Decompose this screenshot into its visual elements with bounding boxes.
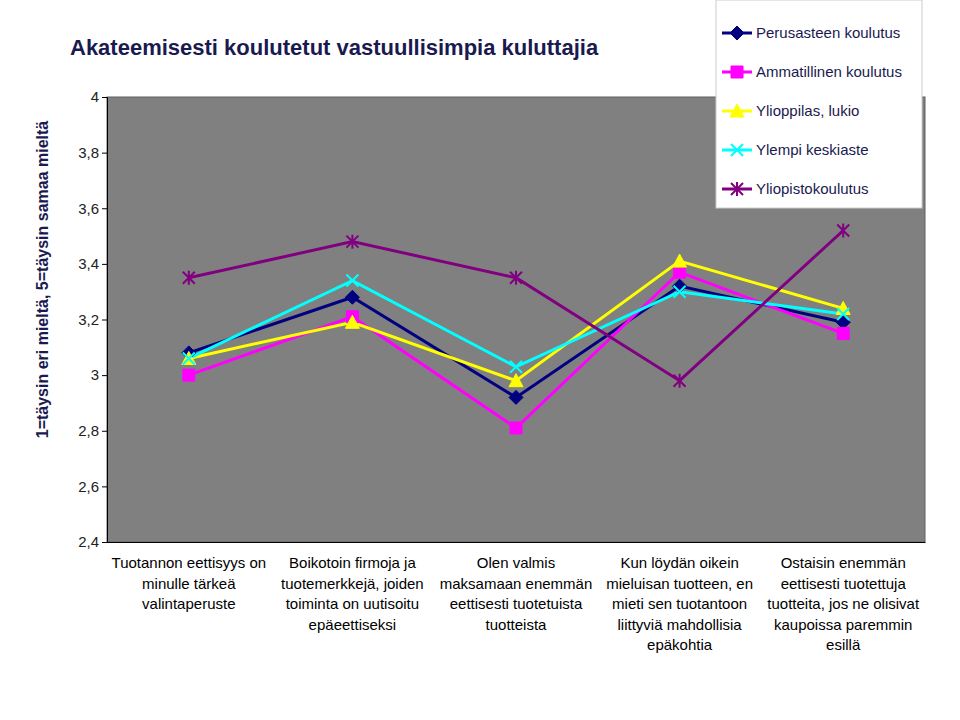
- series-marker: [345, 315, 359, 328]
- series-marker: [183, 369, 195, 381]
- series-line: [189, 286, 843, 397]
- y-tick: 3: [91, 366, 107, 383]
- legend-marker: [731, 182, 743, 196]
- y-tick-label: 2,4: [78, 533, 99, 550]
- legend-label: Perusasteen koulutus: [756, 24, 900, 41]
- x-tick-label: Boikotoin firmoja jatuotemerkkejä, joide…: [281, 554, 424, 633]
- y-tick: 3,4: [78, 255, 107, 272]
- legend: Perusasteen koulutus Ammatillinen koulutu…: [716, 0, 922, 208]
- y-tick-mark: [102, 542, 107, 543]
- legend-label: Yliopistokoulutus: [756, 180, 869, 197]
- legend-marker: [730, 104, 744, 117]
- x-tick: Boikotoin firmoja jatuotemerkkejä, joide…: [281, 542, 424, 633]
- legend-item: Ylempi keskiaste: [722, 141, 869, 158]
- legend-item: Yliopistokoulutus: [722, 180, 869, 197]
- series-marker: [510, 422, 522, 434]
- legend-item: Perusasteen koulutus: [722, 24, 900, 41]
- series-marker: [183, 352, 195, 364]
- y-tick-mark: [102, 375, 107, 376]
- legend-marker: [730, 26, 744, 40]
- x-tick-label: Tuotannon eettisyys onminulle tärkeävali…: [112, 554, 267, 612]
- series-marker: [182, 351, 196, 364]
- series-line: [189, 281, 843, 367]
- y-tick-label: 3,2: [78, 311, 99, 328]
- y-tick-mark: [102, 208, 107, 209]
- legend-label: Ylempi keskiaste: [756, 141, 869, 158]
- y-tick-mark: [102, 97, 107, 98]
- series-marker: [837, 308, 849, 320]
- legend-item: Ammatillinen koulutus: [722, 63, 902, 80]
- x-tick: Kun löydän oikeinmieluisan tuotteen, enm…: [606, 542, 753, 653]
- y-axis: 2,4 2,6 2,8 3 3,2 3,4 3,6 3,8 4: [78, 88, 107, 550]
- y-tick-label: 4: [91, 88, 99, 105]
- series-marker: [183, 271, 195, 285]
- series-marker: [674, 286, 686, 298]
- y-tick: 2,6: [78, 478, 107, 495]
- x-tick-label: Ostaisin enemmäneettisesti tuotettujatuo…: [767, 554, 920, 653]
- y-tick-label: 3,6: [78, 200, 99, 217]
- title: Akateemisesti koulutetut vastuullisimpia…: [70, 35, 599, 60]
- y-tick-mark: [102, 320, 107, 321]
- y-tick: 2,4: [78, 533, 107, 550]
- y-tick-label: 2,6: [78, 478, 99, 495]
- legend-item: Ylioppilas, lukio: [722, 102, 859, 119]
- y-tick-mark: [102, 486, 107, 487]
- y-tick: 3,6: [78, 200, 107, 217]
- y-tick-mark: [102, 153, 107, 154]
- y-tick: 4: [91, 88, 107, 105]
- y-axis-line: [102, 98, 108, 543]
- legend-label: Ammatillinen koulutus: [756, 63, 902, 80]
- y-tick-label: 2,8: [78, 422, 99, 439]
- series-marker: [509, 390, 523, 404]
- legend-box: [716, 0, 922, 208]
- x-tick-label: Olen valmismaksamaan enemmäneettisesti t…: [440, 554, 593, 633]
- y-tick: 2,8: [78, 422, 107, 439]
- legend-label: Ylioppilas, lukio: [756, 102, 859, 119]
- y-tick-label: 3,8: [78, 144, 99, 161]
- series-line: [189, 272, 843, 428]
- series-marker: [673, 254, 687, 267]
- x-axis: Tuotannon eettisyys onminulle tärkeävali…: [108, 542, 926, 653]
- y-tick: 3,8: [78, 144, 107, 161]
- x-tick-label: Kun löydän oikeinmieluisan tuotteen, enm…: [606, 554, 753, 653]
- x-tick: Olen valmismaksamaan enemmäneettisesti t…: [440, 542, 593, 633]
- x-tick: Ostaisin enemmäneettisesti tuotettujatuo…: [767, 542, 920, 653]
- series-marker: [510, 361, 522, 373]
- chart: Akateemisesti koulutetut vastuullisimpia…: [0, 0, 960, 720]
- series-marker: [345, 290, 359, 304]
- y-tick: 3,2: [78, 311, 107, 328]
- x-tick: Tuotannon eettisyys onminulle tärkeävali…: [112, 542, 267, 612]
- y-tick-mark: [102, 431, 107, 432]
- legend-marker: [731, 66, 743, 78]
- series-marker: [837, 327, 849, 339]
- y-axis-title: 1=täysin eri mieltä, 5=täysin samaa miel…: [34, 121, 51, 439]
- y-tick-label: 3: [91, 366, 99, 383]
- x-axis-line: [108, 542, 926, 543]
- legend-marker: [731, 144, 743, 156]
- series-line: [189, 231, 843, 381]
- y-tick-mark: [102, 264, 107, 265]
- series-marker: [674, 374, 686, 388]
- series-marker: [346, 235, 358, 249]
- series-marker: [837, 224, 849, 238]
- series-marker: [510, 271, 522, 285]
- series-marker: [346, 275, 358, 287]
- series-marker: [674, 266, 686, 278]
- series-marker: [509, 374, 523, 387]
- y-tick-label: 3,4: [78, 255, 99, 272]
- data-layer: [182, 224, 850, 434]
